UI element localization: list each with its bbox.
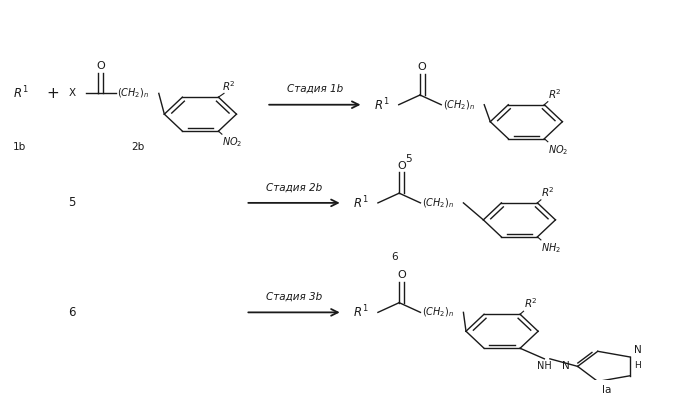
Text: $(CH_2)_n$: $(CH_2)_n$ [421, 196, 454, 210]
Text: +: + [46, 86, 59, 101]
Text: O: O [397, 270, 405, 280]
Text: NH: NH [537, 361, 552, 371]
Text: N: N [561, 361, 569, 371]
Text: 6: 6 [391, 252, 398, 262]
Text: $NO_2$: $NO_2$ [548, 143, 568, 157]
Text: $R^1$: $R^1$ [353, 304, 368, 321]
Text: $R^2$: $R^2$ [541, 185, 555, 199]
Text: X: X [69, 89, 75, 98]
Text: $R^1$: $R^1$ [374, 96, 389, 113]
Text: 5: 5 [69, 197, 75, 209]
Text: Стадия 3b: Стадия 3b [266, 292, 322, 302]
Text: $R^2$: $R^2$ [222, 79, 236, 93]
Text: $(CH_2)_n$: $(CH_2)_n$ [421, 306, 454, 319]
Text: $R^1$: $R^1$ [353, 195, 368, 211]
Text: $R^1$: $R^1$ [13, 85, 29, 102]
Text: $(CH_2)_n$: $(CH_2)_n$ [442, 98, 475, 112]
Text: $R^2$: $R^2$ [524, 297, 538, 310]
Text: $NO_2$: $NO_2$ [222, 136, 243, 150]
Text: O: O [418, 62, 426, 72]
Text: 1b: 1b [13, 143, 27, 152]
Text: N: N [634, 345, 642, 355]
Text: 6: 6 [69, 306, 76, 319]
Text: 5: 5 [405, 154, 412, 164]
Text: $(CH_2)_n$: $(CH_2)_n$ [117, 87, 149, 100]
Text: 2b: 2b [131, 143, 145, 152]
Text: Стадия 2b: Стадия 2b [266, 182, 322, 192]
Text: O: O [397, 160, 405, 171]
Text: Стадия 1b: Стадия 1b [287, 84, 343, 94]
Text: O: O [96, 61, 105, 71]
Text: $NH_2$: $NH_2$ [541, 241, 561, 255]
Text: H: H [634, 361, 640, 370]
Text: Ia: Ia [602, 385, 612, 395]
Text: $R^2$: $R^2$ [548, 87, 562, 101]
